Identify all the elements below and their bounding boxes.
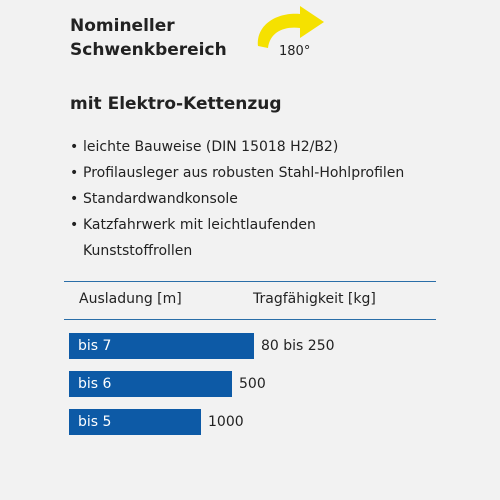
feature-item: Katzfahrwerk mit leichtlaufenden Kunstst… <box>70 212 404 264</box>
feature-item: leichte Bauweise (DIN 15018 H2/B2) <box>70 134 404 160</box>
title-line-1: Nomineller <box>70 16 175 36</box>
table-header-rule <box>64 319 436 320</box>
capacity-value: 500 <box>239 376 266 392</box>
reach-bar: bis 5 <box>69 409 201 435</box>
feature-item-line: Kunststoffrollen <box>83 243 193 259</box>
table-top-rule <box>64 281 436 282</box>
rotation-angle-label: 180° <box>279 44 311 59</box>
feature-item: Profilausleger aus robusten Stahl-Hohlpr… <box>70 160 404 186</box>
reach-bar: bis 7 <box>69 333 254 359</box>
header-reach: Ausladung [m] <box>79 291 182 307</box>
section-title: mit Elektro-Kettenzug <box>70 94 282 114</box>
page-title: Nomineller Schwenkbereich <box>70 14 227 62</box>
feature-item: Standardwandkonsole <box>70 186 404 212</box>
curved-arrow-icon <box>257 6 324 48</box>
reach-bar: bis 6 <box>69 371 232 397</box>
header-capacity: Tragfähigkeit [kg] <box>253 291 376 307</box>
capacity-value: 80 bis 250 <box>261 338 335 354</box>
feature-item-line: Katzfahrwerk mit leichtlaufenden <box>83 217 316 233</box>
feature-list: leichte Bauweise (DIN 15018 H2/B2) Profi… <box>70 134 404 264</box>
title-line-2: Schwenkbereich <box>70 40 227 60</box>
capacity-value: 1000 <box>208 414 244 430</box>
